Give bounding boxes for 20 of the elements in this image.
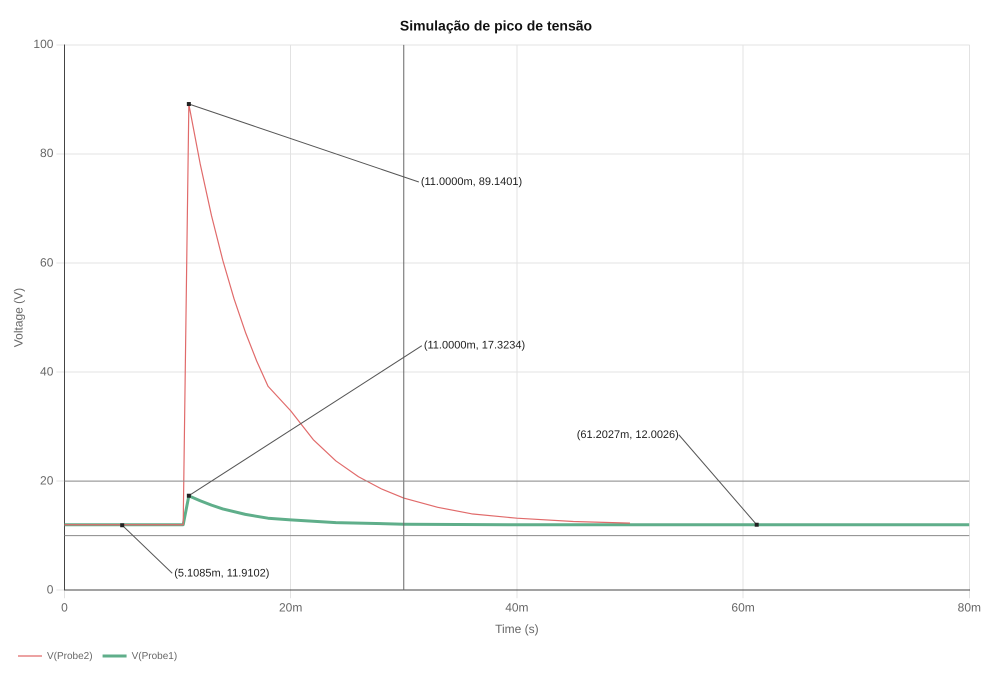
annotation: (5.1085m, 11.9102): [174, 567, 270, 580]
chart-title: Simulação de pico de tensão: [400, 17, 592, 34]
y-axis-title: Voltage (V): [12, 288, 26, 348]
y-tick-label: 0: [46, 582, 54, 597]
y-tick-label: 80: [40, 146, 54, 160]
x-tick-label: 20m: [278, 600, 302, 615]
legend-label: V(Probe1): [132, 650, 178, 662]
annotation: (11.0000m, 17.3234): [424, 340, 526, 352]
legend-label: V(Probe2): [47, 650, 93, 662]
x-tick-label: 60m: [731, 600, 755, 615]
x-tick-label: 80m: [958, 600, 982, 615]
y-tick-label: 60: [40, 255, 54, 270]
annotation: (11.0000m, 89.1401): [420, 176, 522, 188]
annotation: (61.2027m, 12.0026): [576, 428, 679, 441]
x-tick-label: 40m: [505, 600, 529, 615]
x-axis-title: Time (s): [495, 622, 539, 636]
x-tick-label: 0: [61, 600, 68, 615]
y-tick-label: 100: [33, 37, 54, 52]
y-tick-label: 40: [40, 364, 54, 378]
y-tick-label: 20: [40, 473, 54, 488]
